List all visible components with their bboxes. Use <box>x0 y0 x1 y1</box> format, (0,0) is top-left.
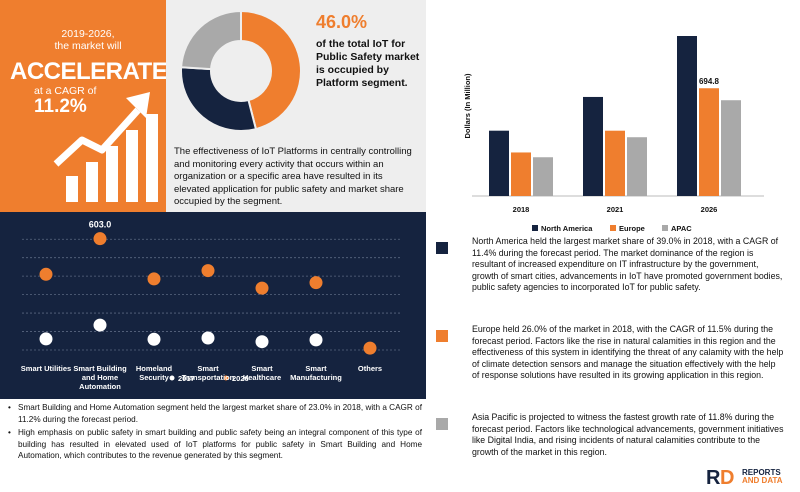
bar-europe-2018 <box>511 152 531 196</box>
logo-line2: AND DATA <box>742 476 783 485</box>
dot-2026-smart-manufacturing <box>309 276 323 290</box>
segment-category-label: Smart Healthcare <box>242 364 282 382</box>
dot-2026-smart-building-and-home-automation <box>93 232 107 246</box>
dot-2017-homeland-security <box>147 332 161 346</box>
bar-north-america-2018 <box>489 130 509 196</box>
bar-legend-label: Europe <box>619 224 645 233</box>
headline-cagr-value: 11.2% <box>34 96 87 117</box>
bar-europe-2026 <box>699 88 719 196</box>
segment-category-label: Others <box>357 364 383 373</box>
bullet-item: High emphasis on public safety in smart … <box>6 427 422 462</box>
bar-x-tick-label: 2021 <box>607 205 624 214</box>
apac-note: Asia Pacific is projected to witness the… <box>472 412 784 457</box>
bar-apac-2026 <box>721 100 741 196</box>
bar-x-tick-label: 2018 <box>513 205 530 214</box>
europe-marker <box>436 330 448 342</box>
bar-europe-2021 <box>605 130 625 196</box>
segment-dot-chart: 603.0 2017 2026 <box>22 220 400 383</box>
headline-accelerate: ACCELERATE <box>10 58 168 85</box>
dot-2017-smart-healthcare <box>255 335 269 349</box>
platform-description: The effectiveness of IoT Platforms in ce… <box>174 146 412 207</box>
donut-slice-1 <box>180 66 258 132</box>
reports-and-data-logo: R D REPORTS AND DATA <box>706 466 796 488</box>
dot-2026-homeland-security <box>147 272 161 286</box>
bar-legend-label: North America <box>541 224 593 233</box>
headline-line2: the market will <box>54 40 122 52</box>
bar-north-america-2021 <box>583 96 603 196</box>
dot-2017-smart-building-and-home-automation <box>93 318 107 332</box>
segment-category-label: Smart Manufacturing <box>290 364 342 382</box>
platform-share-value: 46.0% <box>316 12 368 32</box>
europe-note: Europe held 26.0% of the market in 2018,… <box>472 324 784 380</box>
segment-category-labels: Smart Utilities Smart Building and Home A… <box>0 212 426 399</box>
bar-apac-2018 <box>533 157 553 196</box>
bullet-item: Smart Building and Home Automation segme… <box>6 402 422 425</box>
headline-cagr-prefix: at a CAGR of <box>34 85 97 97</box>
bar-north-america-2026 <box>677 36 697 196</box>
dot-legend-label: 2017 <box>178 374 195 383</box>
logo-line1: REPORTS <box>742 468 781 477</box>
donut-slice-platform <box>240 9 302 131</box>
bar-x-tick-label: 2026 <box>701 205 718 214</box>
regional-bar-chart: Dollars (In Million) 2018 2021 2026 694.8 N… <box>463 36 764 233</box>
bar-apac-2021 <box>627 137 647 196</box>
dot-legend-label: 2026 <box>232 374 249 383</box>
dot-2026-smart-healthcare <box>255 281 269 295</box>
legend-swatch <box>610 225 616 231</box>
dot-2026-smart-transportation <box>201 264 215 278</box>
dot-2026-smart-utilities <box>39 267 53 281</box>
dot-2017-smart-transportation <box>201 331 215 345</box>
dot-2017-smart-manufacturing <box>309 333 323 347</box>
svg-text:R: R <box>706 467 721 487</box>
north-america-note: North America held the largest market sh… <box>472 236 783 292</box>
segment-category-label: Homeland Security <box>135 364 173 382</box>
dot-2026-others <box>363 341 377 355</box>
dot-legend-marker <box>223 375 229 381</box>
bar-data-label: 694.8 <box>699 77 720 86</box>
segment-category-label: Smart Building and Home Automation <box>73 364 127 391</box>
rd-logo-mark-icon: R D <box>706 467 734 487</box>
platform-share-text: of the total IoT for Public Safety marke… <box>316 38 420 89</box>
bar-legend-label: APAC <box>671 224 692 233</box>
headline-line1: 2019-2026, <box>61 28 115 40</box>
apac-marker <box>436 418 448 430</box>
donut-slice-2 <box>180 9 242 71</box>
legend-swatch <box>662 225 668 231</box>
headline-period: 2019-2026, the market will <box>28 28 148 52</box>
legend-swatch <box>532 225 538 231</box>
segment-data-label: 603.0 <box>89 220 112 230</box>
platform-donut-chart <box>180 9 302 132</box>
bar-y-axis-label: Dollars (In Million) <box>463 73 472 139</box>
segment-category-label: Smart Utilities <box>20 364 72 373</box>
svg-text:D: D <box>720 467 734 487</box>
segment-category-label: Smart Transportation <box>181 364 235 382</box>
north-america-marker <box>436 242 448 254</box>
segment-bullets: Smart Building and Home Automation segme… <box>6 402 422 464</box>
rising-arrow-chart-icon <box>53 92 158 202</box>
dot-legend-marker <box>169 375 175 381</box>
headline-panel: 2019-2026, the market will ACCELERATE at… <box>0 0 168 212</box>
segment-panel <box>0 212 426 399</box>
dot-2017-smart-utilities <box>39 332 53 346</box>
